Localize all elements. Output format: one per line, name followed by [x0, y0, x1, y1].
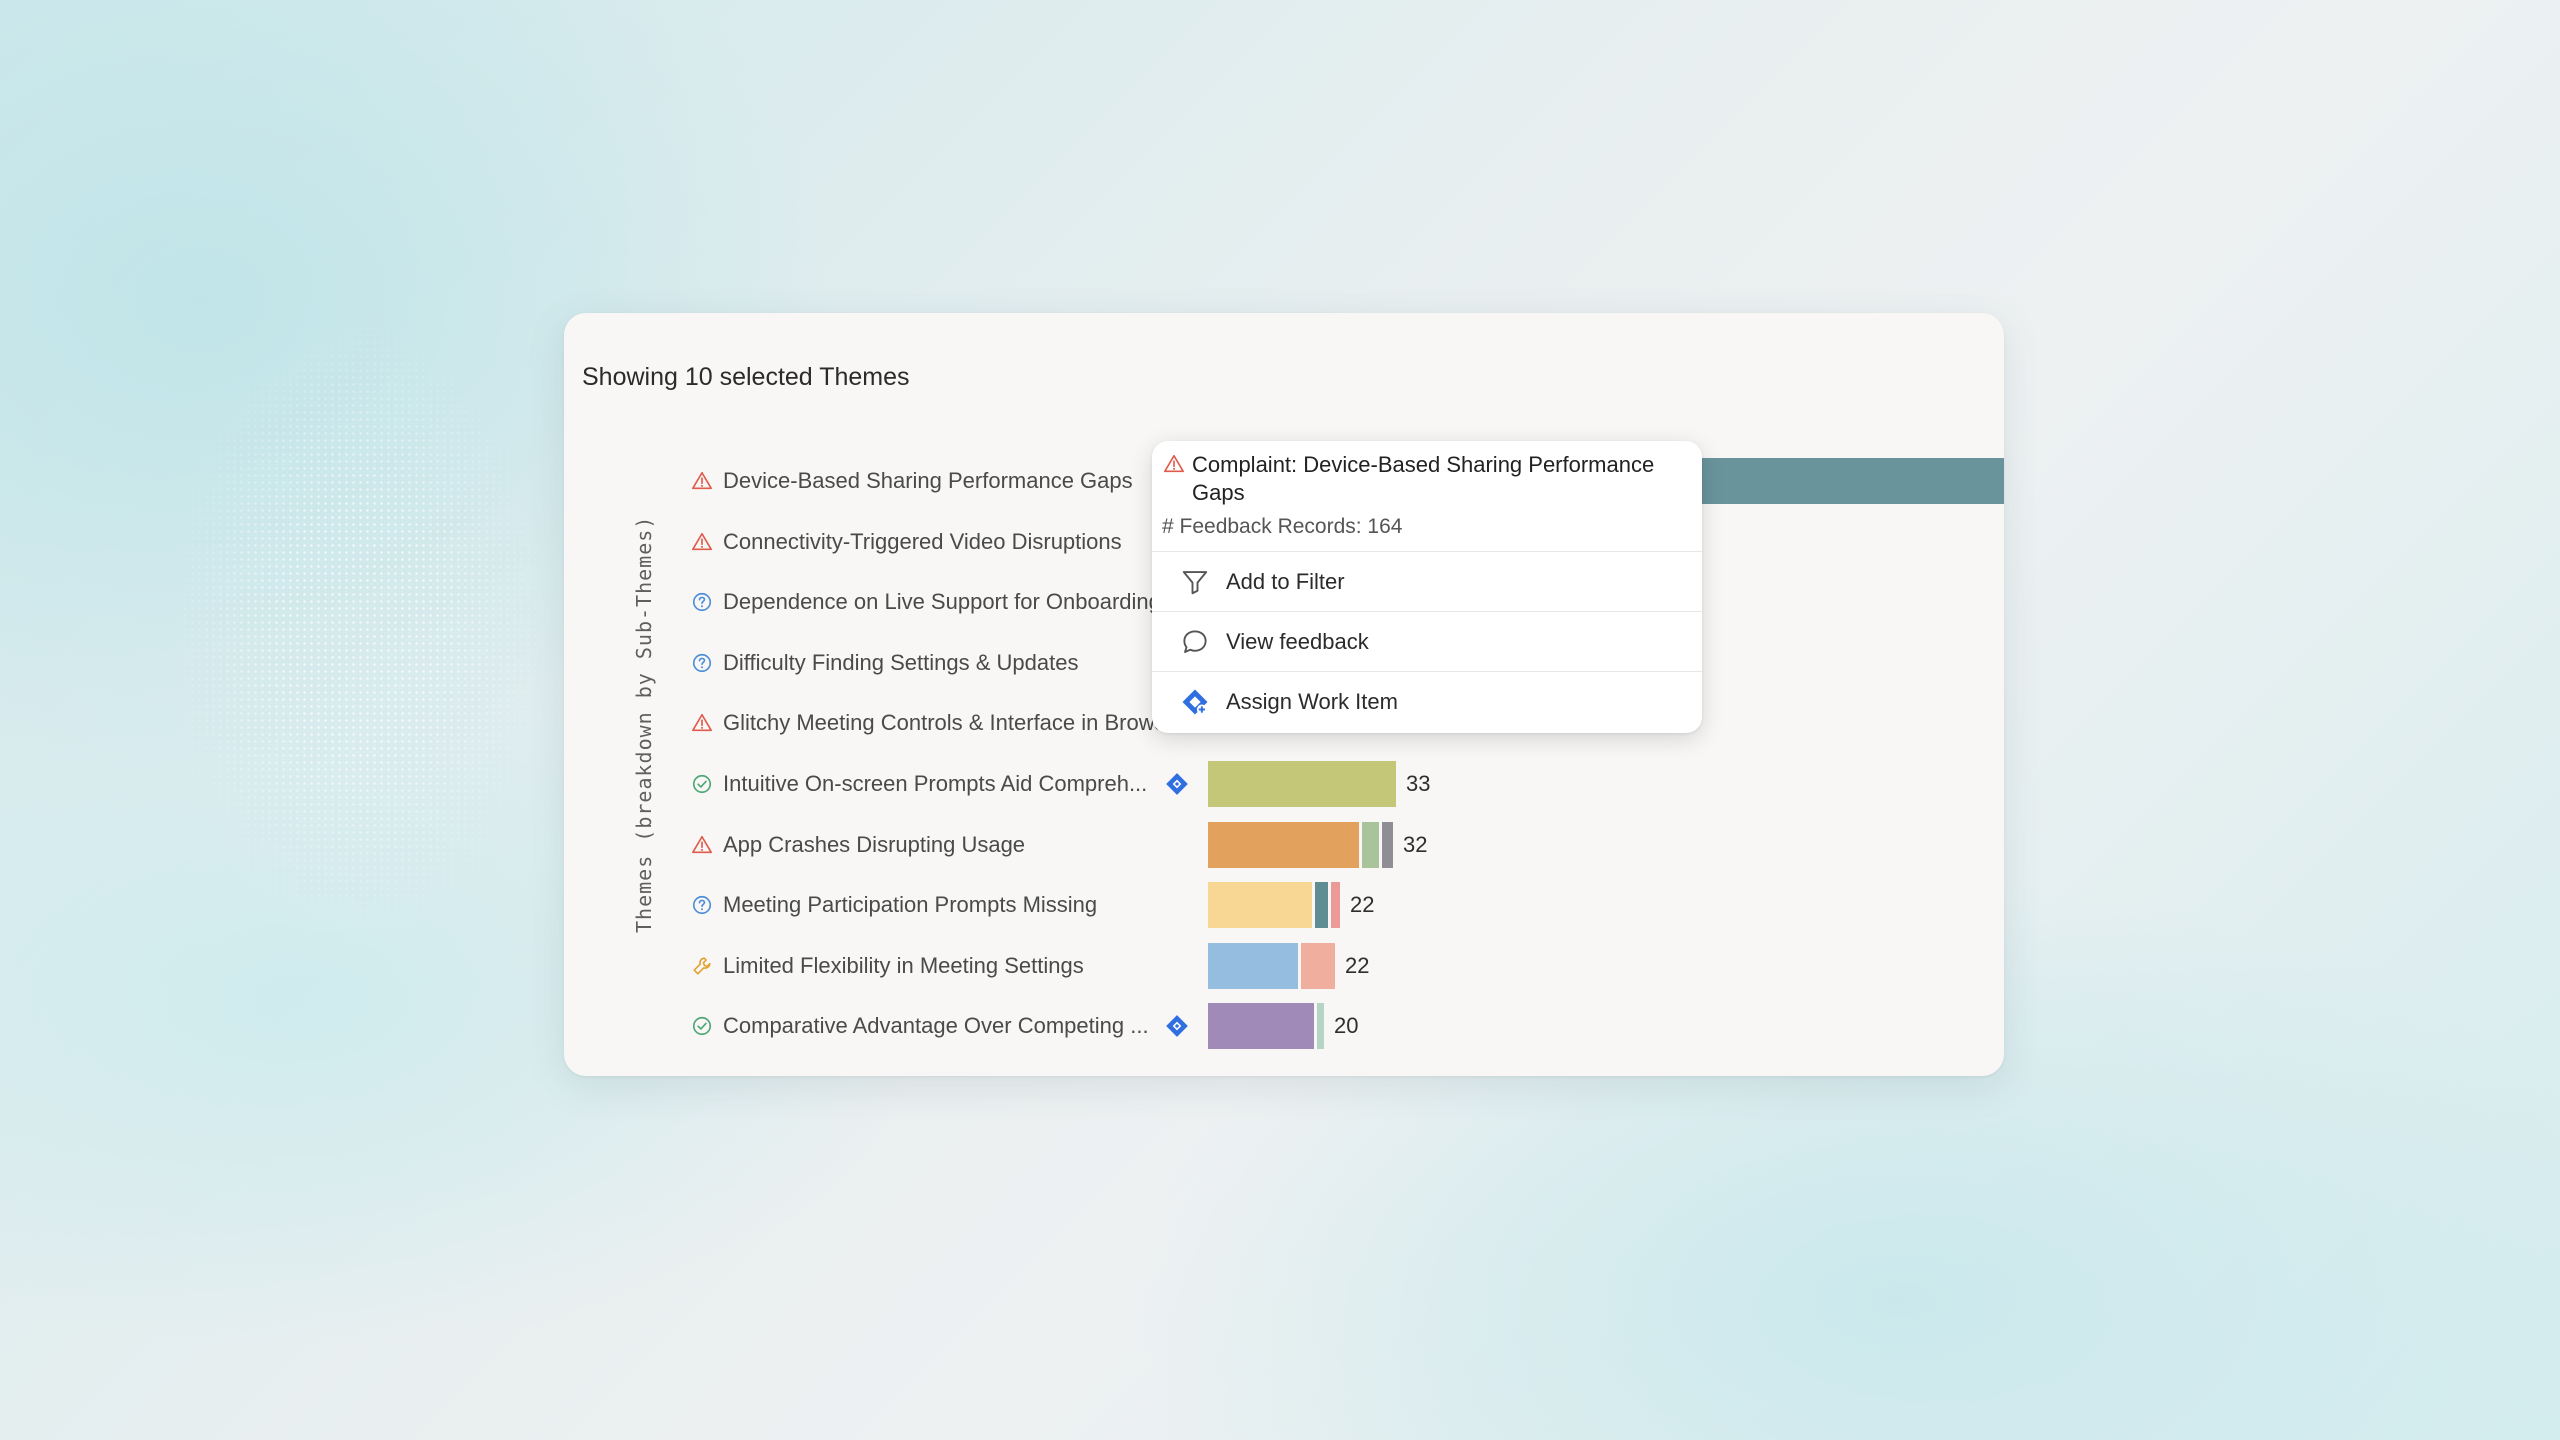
warning-triangle-icon: [1164, 454, 1184, 473]
theme-label: Limited Flexibility in Meeting Settings: [723, 953, 1084, 978]
warning-triangle-icon: [692, 835, 712, 854]
view-feedback-menu-item[interactable]: View feedback: [1152, 611, 1702, 671]
theme-row[interactable]: Dependence on Live Support for Onboardin…: [691, 579, 1191, 625]
wrench-icon: [693, 957, 711, 975]
warning-triangle-icon: [692, 471, 712, 490]
theme-label: Intuitive On-screen Prompts Aid Compreh.…: [723, 771, 1148, 796]
theme-row[interactable]: Meeting Participation Prompts Missing: [691, 882, 1191, 928]
bar-segment[interactable]: [1208, 1003, 1314, 1049]
jira-icon: [1182, 689, 1208, 714]
bar-value-label: 22: [1345, 953, 1370, 978]
stacked-bar[interactable]: 22: [1208, 943, 1369, 989]
theme-label: Dependence on Live Support for Onboardin…: [723, 589, 1161, 614]
bar-value-label: 32: [1403, 832, 1428, 857]
chat-bubble-icon: [1183, 629, 1207, 653]
theme-row[interactable]: Intuitive On-screen Prompts Aid Compreh.…: [691, 761, 1191, 807]
stacked-bar[interactable]: 20: [1208, 1003, 1358, 1049]
theme-row[interactable]: Comparative Advantage Over Competing ...: [691, 1003, 1191, 1049]
add-to-filter-label: Add to Filter: [1226, 568, 1345, 594]
bar-segment[interactable]: [1301, 943, 1335, 989]
stacked-bar[interactable]: 33: [1208, 761, 1430, 807]
bar-value-label: 22: [1350, 892, 1375, 917]
theme-label: Meeting Participation Prompts Missing: [723, 892, 1098, 917]
filter-icon: [1182, 570, 1208, 594]
bar-segment[interactable]: [1331, 882, 1340, 928]
popup-title: Complaint: Device-Based Sharing Performa…: [1192, 452, 1655, 505]
theme-row[interactable]: App Crashes Disrupting Usage: [691, 822, 1191, 868]
bar-segment[interactable]: [1315, 882, 1328, 928]
bar-segment[interactable]: [1362, 822, 1379, 868]
card-title: Showing 10 selected Themes: [582, 363, 910, 391]
y-axis-label: Themes (breakdown by Sub-Themes): [632, 515, 656, 933]
jira-link-icon[interactable]: [1164, 1013, 1190, 1039]
popup-header: Complaint: Device-Based Sharing Performa…: [1152, 441, 1702, 551]
bar-segment[interactable]: [1208, 822, 1359, 868]
theme-label: Device-Based Sharing Performance Gaps: [723, 468, 1133, 493]
question-circle-icon: [692, 592, 712, 612]
theme-row[interactable]: Difficulty Finding Settings & Updates: [691, 640, 1191, 686]
check-circle-icon: [692, 774, 712, 794]
warning-triangle-icon: [692, 532, 712, 551]
theme-row[interactable]: Glitchy Meeting Controls & Interface in …: [691, 700, 1191, 746]
warning-triangle-icon: [692, 713, 712, 732]
theme-label: Glitchy Meeting Controls & Interface in …: [723, 710, 1186, 735]
theme-label: Comparative Advantage Over Competing ...: [723, 1013, 1149, 1038]
view-feedback-label: View feedback: [1226, 628, 1369, 654]
question-circle-icon: [692, 653, 712, 673]
theme-row[interactable]: Limited Flexibility in Meeting Settings: [691, 943, 1191, 989]
theme-row[interactable]: Device-Based Sharing Performance Gaps: [691, 458, 1191, 504]
assign-work-item-menu-item[interactable]: Assign Work Item: [1152, 671, 1702, 731]
stacked-bar[interactable]: 32: [1208, 822, 1427, 868]
stacked-bar[interactable]: 22: [1208, 882, 1374, 928]
bar-segment[interactable]: [1208, 943, 1298, 989]
popup-record-count: # Feedback Records: 164: [1162, 515, 1403, 538]
bar-segment[interactable]: [1317, 1003, 1324, 1049]
theme-label: App Crashes Disrupting Usage: [723, 832, 1026, 857]
question-circle-icon: [692, 895, 712, 915]
bar-value-label: 20: [1334, 1013, 1359, 1038]
theme-context-popup: Complaint: Device-Based Sharing Performa…: [1152, 441, 1702, 733]
check-circle-icon: [692, 1016, 712, 1036]
theme-row[interactable]: Connectivity-Triggered Video Disruptions: [691, 519, 1191, 565]
add-to-filter-menu-item[interactable]: Add to Filter: [1152, 551, 1702, 611]
assign-work-item-label: Assign Work Item: [1226, 688, 1398, 714]
bar-segment[interactable]: [1208, 882, 1312, 928]
bar-segment[interactable]: [1382, 822, 1393, 868]
background-speckle: [0, 150, 620, 1100]
bar-value-label: 33: [1406, 771, 1431, 796]
theme-label: Connectivity-Triggered Video Disruptions: [723, 529, 1122, 554]
theme-label: Difficulty Finding Settings & Updates: [723, 650, 1079, 675]
bar-segment[interactable]: [1208, 761, 1396, 807]
jira-link-icon[interactable]: [1164, 771, 1190, 797]
